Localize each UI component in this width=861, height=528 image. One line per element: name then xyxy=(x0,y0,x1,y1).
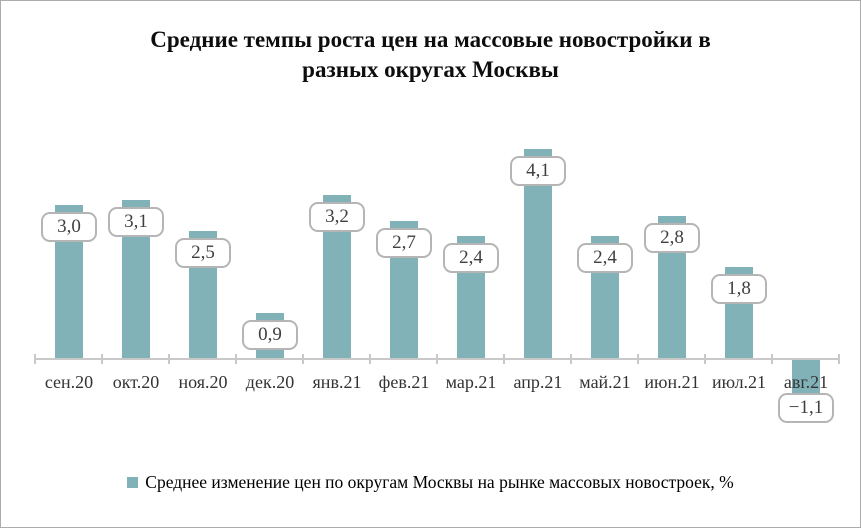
x-axis-label-май.21: май.21 xyxy=(579,372,631,392)
data-label-янв.21: 3,2 xyxy=(309,202,365,233)
x-axis-tick xyxy=(34,354,36,364)
data-label-мар.21: 2,4 xyxy=(443,243,499,274)
x-axis-label-дек.20: дек.20 xyxy=(245,372,295,392)
x-axis-label-июл.21: июл.21 xyxy=(711,372,767,392)
data-label-май.21: 2,4 xyxy=(577,243,633,274)
x-axis-tick xyxy=(235,354,237,364)
x-axis-tick xyxy=(302,354,304,364)
data-label-окт.20: 3,1 xyxy=(108,207,164,238)
data-label-июл.21: 1,8 xyxy=(711,273,767,304)
data-label-авг.21: −1,1 xyxy=(778,393,834,424)
x-axis-label-авг.21: авг.21 xyxy=(783,372,829,392)
x-axis-tick xyxy=(168,354,170,364)
x-axis-tick xyxy=(771,354,773,364)
x-axis-label-сен.20: сен.20 xyxy=(44,372,94,392)
legend: Среднее изменение цен по округам Москвы … xyxy=(1,472,860,493)
data-label-дек.20: 0,9 xyxy=(242,319,298,350)
x-axis-tick xyxy=(101,354,103,364)
x-axis-tick xyxy=(637,354,639,364)
x-axis-label-мар.21: мар.21 xyxy=(445,372,497,392)
data-label-апр.21: 4,1 xyxy=(510,156,566,187)
x-axis-label-июн.21: июн.21 xyxy=(644,372,700,392)
x-axis-label-апр.21: апр.21 xyxy=(513,372,563,392)
x-axis-label-фев.21: фев.21 xyxy=(378,372,430,392)
x-axis-label-ноя.20: ноя.20 xyxy=(178,372,228,392)
data-label-фев.21: 2,7 xyxy=(376,227,432,258)
data-label-июн.21: 2,8 xyxy=(644,222,700,253)
x-axis-label-окт.20: окт.20 xyxy=(112,372,160,392)
legend-label: Среднее изменение цен по округам Москвы … xyxy=(145,472,734,492)
x-axis-tick xyxy=(436,354,438,364)
x-axis-tick xyxy=(503,354,505,364)
x-axis-tick xyxy=(369,354,371,364)
x-axis-label-янв.21: янв.21 xyxy=(312,372,362,392)
x-axis-tick xyxy=(570,354,572,364)
legend-swatch-icon xyxy=(127,477,139,488)
x-axis-tick xyxy=(704,354,706,364)
data-label-сен.20: 3,0 xyxy=(41,212,97,243)
x-axis-tick xyxy=(838,354,840,364)
chart-title: Средние темпы роста цен на массовые ново… xyxy=(150,27,711,82)
data-label-ноя.20: 2,5 xyxy=(175,238,231,268)
